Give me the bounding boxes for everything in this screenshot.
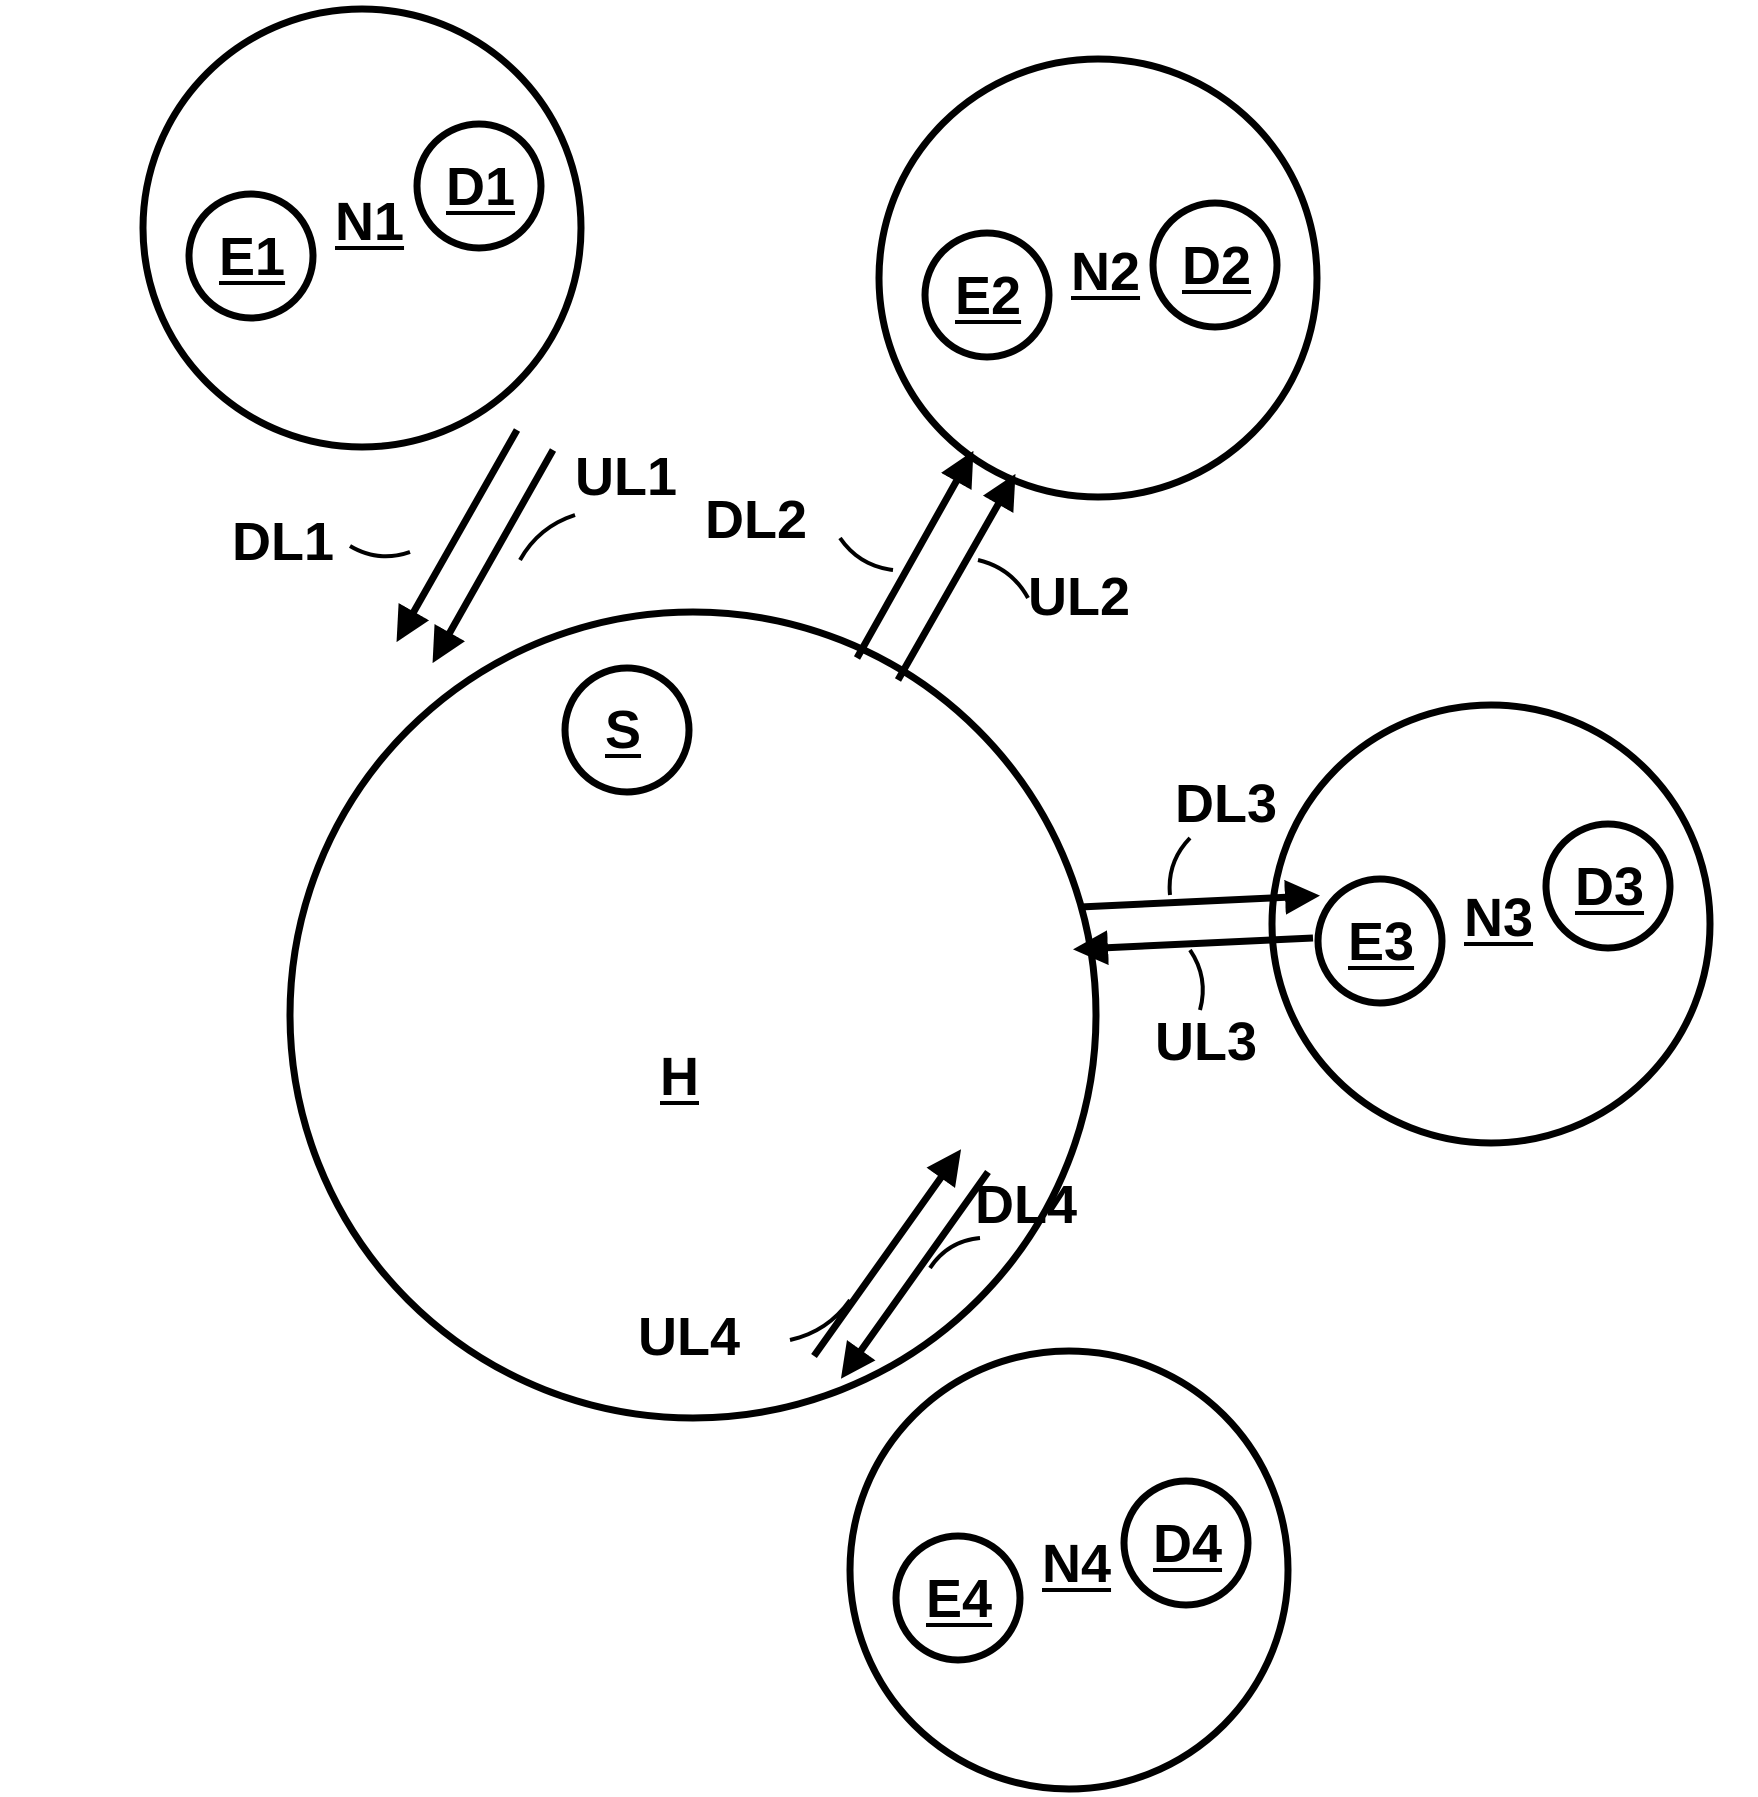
node-label-N3: N3 [1464, 888, 1533, 948]
arrow-ul-2 [898, 480, 1012, 680]
node-label-N4: N4 [1042, 1534, 1111, 1594]
node-label-N2: N2 [1071, 242, 1140, 302]
label-dl-1: DL1 [232, 512, 334, 572]
arrow-ul-4 [814, 1155, 957, 1356]
label-dl-3: DL3 [1175, 774, 1277, 834]
label-ul-4: UL4 [638, 1307, 740, 1367]
d-label-D1: D1 [446, 157, 515, 217]
e-label-E4: E4 [926, 1569, 992, 1629]
arrow-dl-1 [400, 430, 517, 636]
e-label-E3: E3 [1348, 912, 1414, 972]
d-label-D2: D2 [1182, 236, 1251, 296]
arrow-dl-4 [845, 1172, 988, 1373]
leader-dl-2 [840, 538, 893, 570]
node-label-N1: N1 [335, 192, 404, 252]
leader-dl-1 [350, 546, 410, 556]
arrow-dl-3 [1080, 896, 1313, 907]
e-label-E1: E1 [219, 227, 285, 287]
arrow-ul-3 [1080, 938, 1313, 949]
e-label-E2: E2 [955, 266, 1021, 326]
label-ul-3: UL3 [1155, 1012, 1257, 1072]
arrow-ul-1 [436, 450, 553, 657]
label-dl-2: DL2 [705, 490, 807, 550]
d-label-D4: D4 [1153, 1514, 1222, 1574]
arrow-dl-2 [857, 457, 970, 658]
network-diagram: DL1UL1DL2UL2DL3UL3DL4UL4HSN1E1D1N2E2D2N3… [0, 0, 1758, 1797]
leader-ul-2 [978, 560, 1028, 598]
hub-label: H [660, 1047, 699, 1107]
leader-ul-3 [1190, 950, 1203, 1010]
s-label: S [605, 700, 641, 760]
hub-circle [290, 612, 1096, 1418]
leader-dl-3 [1170, 838, 1190, 895]
label-ul-2: UL2 [1028, 567, 1130, 627]
leader-ul-1 [520, 515, 575, 560]
label-ul-1: UL1 [575, 447, 677, 507]
d-label-D3: D3 [1575, 857, 1644, 917]
